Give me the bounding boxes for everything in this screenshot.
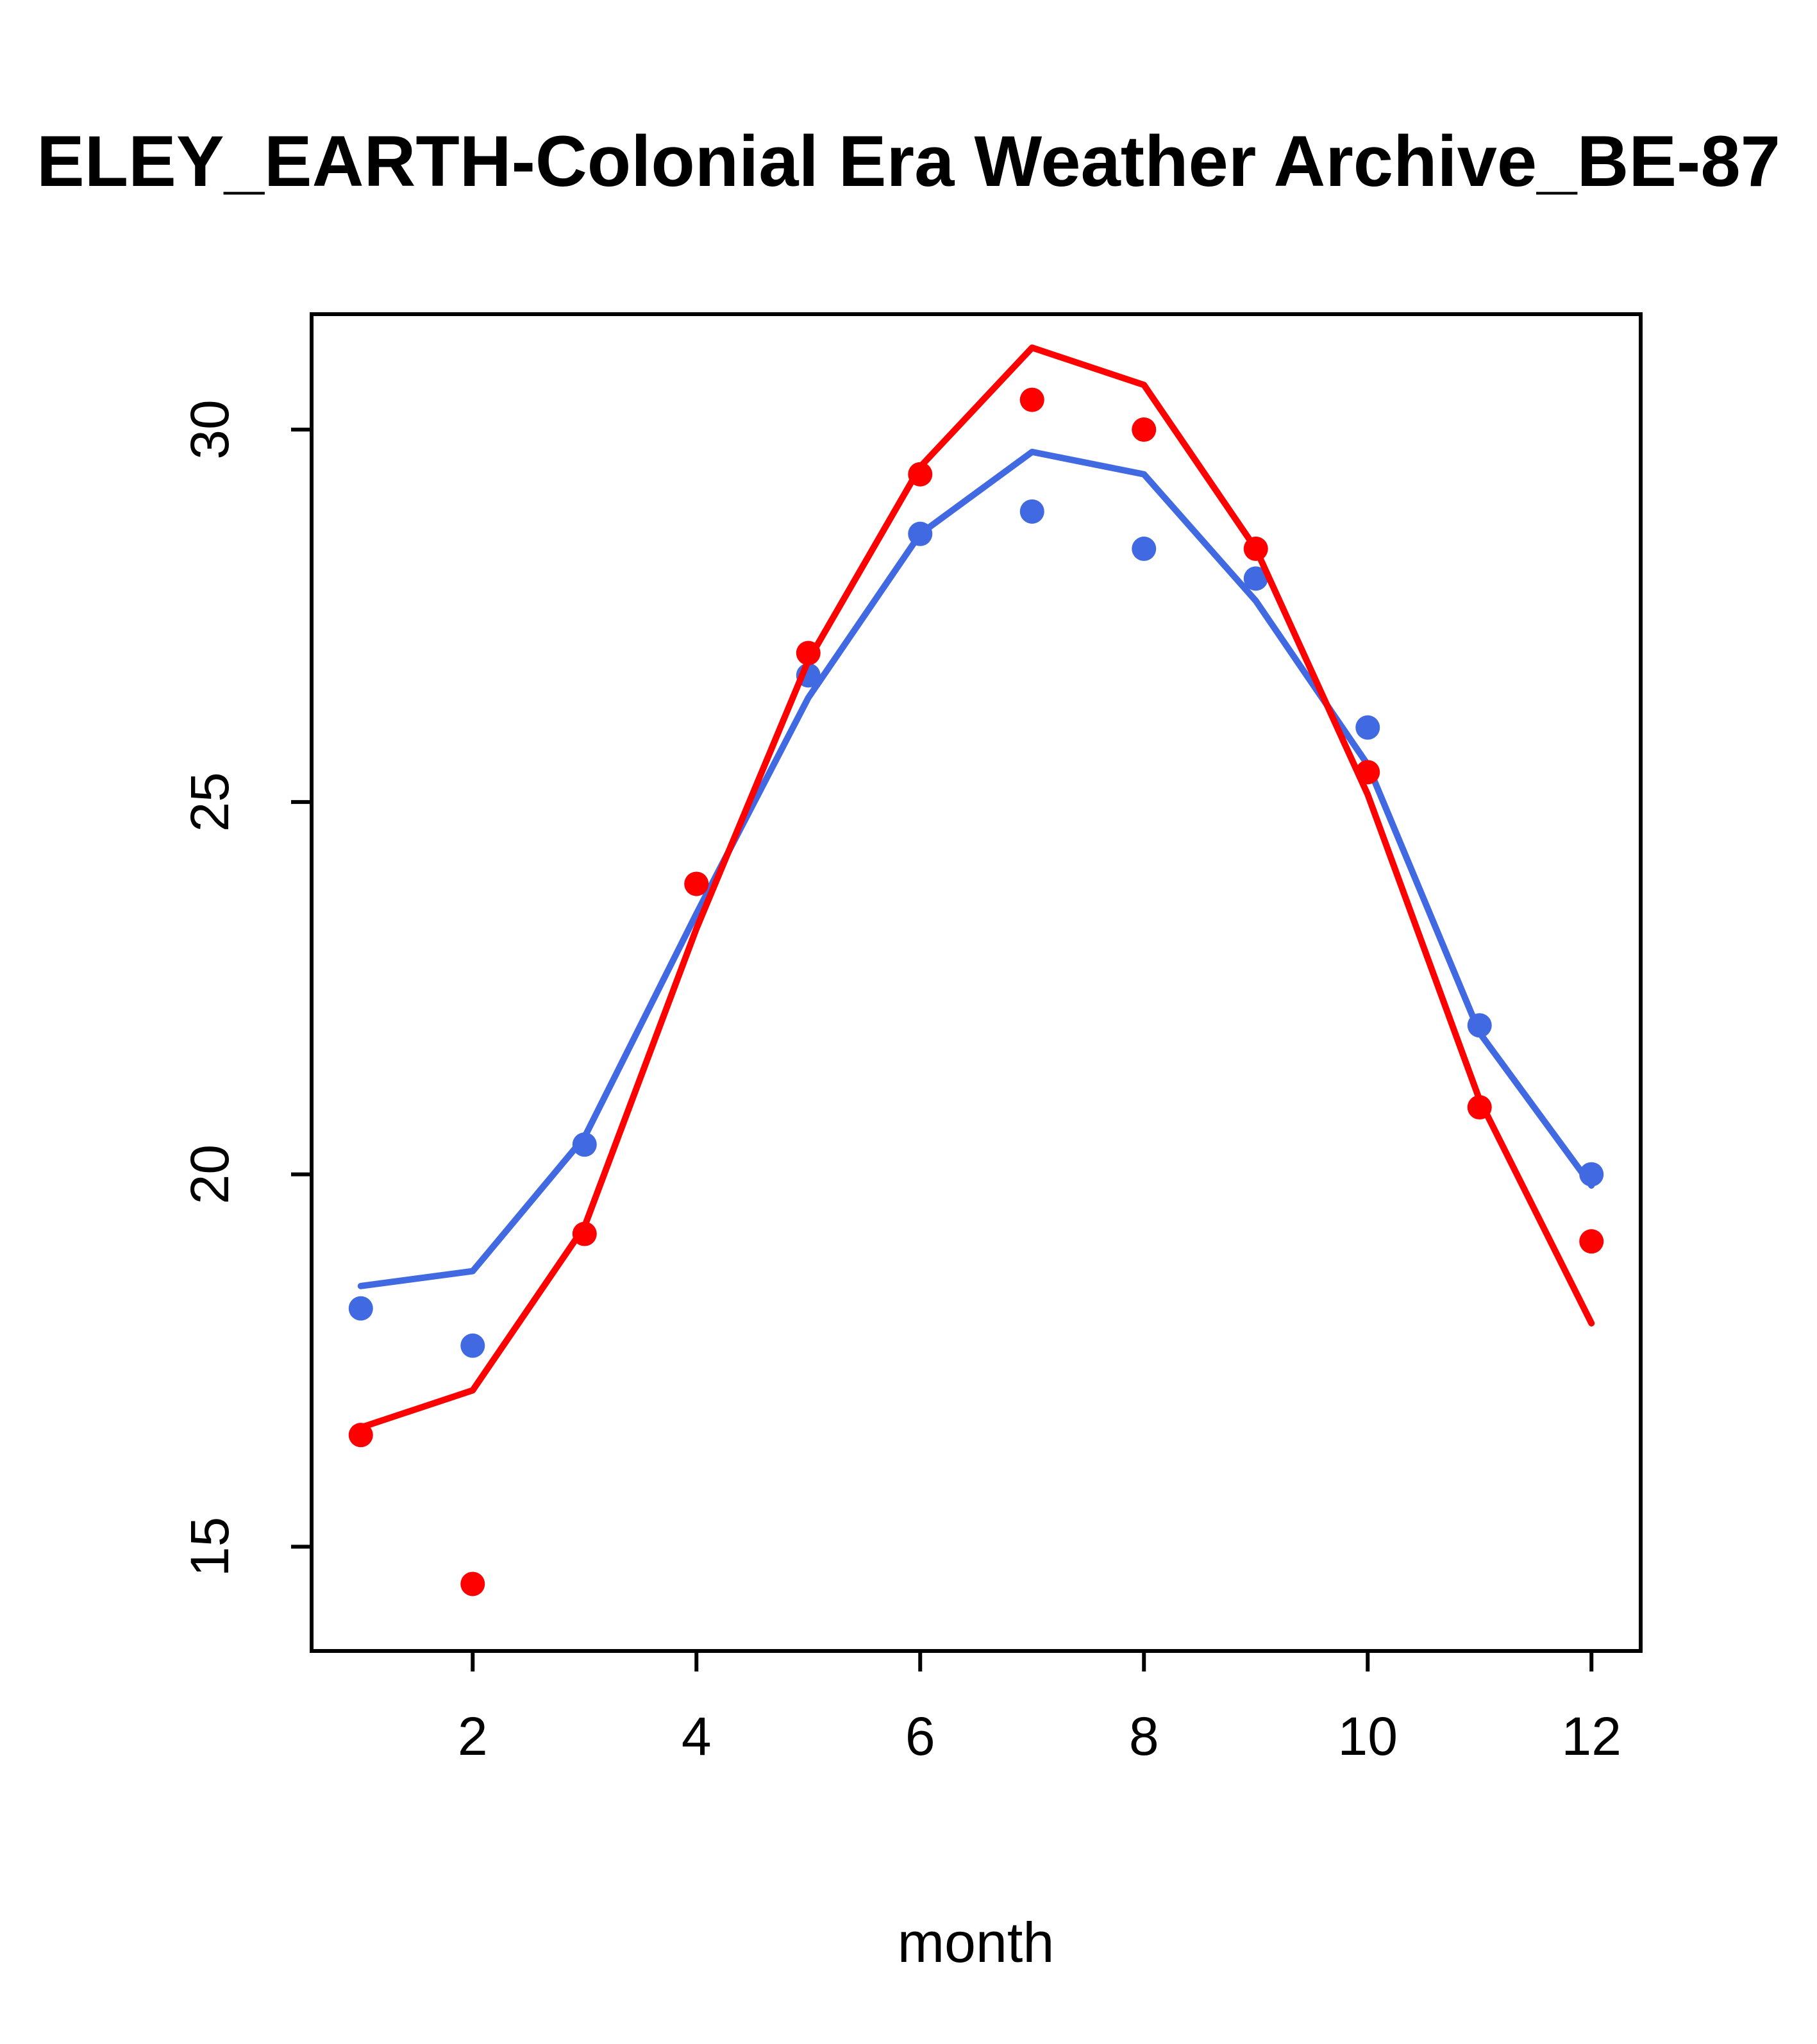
y-tick-label: 15 bbox=[180, 1517, 240, 1577]
x-tick-label: 6 bbox=[905, 1706, 935, 1766]
y-tick-label: 25 bbox=[180, 772, 240, 832]
red-point bbox=[684, 871, 709, 896]
red-line bbox=[357, 344, 1595, 1431]
x-tick-label: 8 bbox=[1129, 1706, 1159, 1766]
red-point bbox=[1467, 1095, 1492, 1120]
red-point bbox=[348, 1423, 373, 1448]
blue-point bbox=[1132, 536, 1157, 561]
red-point bbox=[796, 641, 821, 666]
blue-point bbox=[1579, 1162, 1604, 1187]
x-tick-label: 10 bbox=[1338, 1706, 1398, 1766]
x-tick-label: 2 bbox=[458, 1706, 488, 1766]
red-point bbox=[572, 1221, 597, 1246]
blue-line bbox=[357, 448, 1595, 1289]
x-tick-label: 4 bbox=[682, 1706, 712, 1766]
blue-point bbox=[460, 1333, 485, 1358]
red-point bbox=[1132, 417, 1157, 442]
blue-point bbox=[908, 521, 933, 546]
blue-point bbox=[1243, 566, 1268, 591]
red-point bbox=[908, 462, 933, 487]
blue-point bbox=[348, 1296, 373, 1321]
x-tick-label: 12 bbox=[1562, 1706, 1621, 1766]
blue-point bbox=[1019, 499, 1044, 524]
red-point bbox=[1579, 1229, 1604, 1254]
chart-title: ELEY_EARTH-Colonial Era Weather Archive_… bbox=[37, 121, 1780, 201]
blue-point bbox=[1355, 715, 1380, 740]
red-point bbox=[1355, 760, 1380, 785]
blue-point bbox=[572, 1132, 597, 1157]
plot-area: 2 4 6 8 10 12 15 20 25 30 bbox=[180, 312, 1643, 1766]
blue-point bbox=[1467, 1013, 1492, 1038]
red-point bbox=[1243, 536, 1268, 561]
plot-border bbox=[310, 312, 1643, 1653]
red-point bbox=[1019, 387, 1044, 412]
red-point bbox=[460, 1571, 485, 1596]
y-tick-label: 20 bbox=[180, 1144, 240, 1204]
x-axis-label: month bbox=[898, 1911, 1055, 1974]
y-tick-label: 30 bbox=[180, 399, 240, 459]
